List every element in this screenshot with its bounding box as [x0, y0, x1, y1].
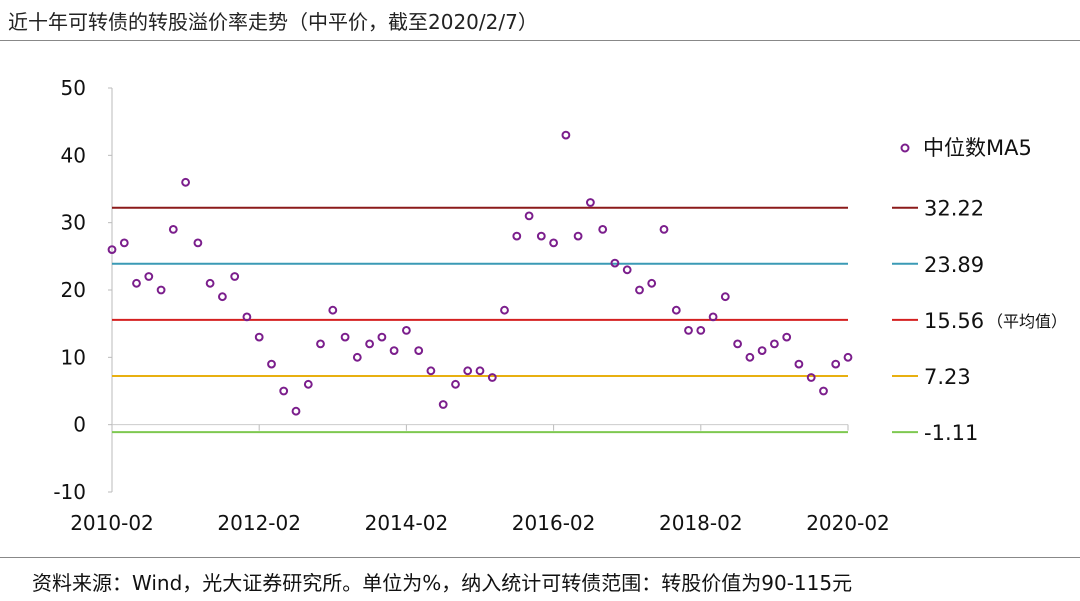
- data-point: [500, 305, 509, 315]
- data-point: [573, 231, 583, 241]
- data-point: [414, 346, 424, 356]
- y-axis: -10 0 10 20 30 40 50: [53, 76, 113, 504]
- data-point: [377, 332, 387, 342]
- data-point: [696, 326, 706, 335]
- y-tick-label: 40: [61, 143, 86, 167]
- data-point: [647, 278, 657, 288]
- data-point: [218, 292, 227, 302]
- data-point: [487, 373, 497, 382]
- data-point: [757, 346, 767, 356]
- data-point: [794, 359, 804, 369]
- reference-lines: [112, 206, 848, 434]
- data-point: [524, 211, 534, 221]
- data-point: [132, 278, 141, 288]
- legend-line-label: -1.11: [924, 421, 978, 445]
- data-point: [635, 285, 644, 295]
- x-tick-label: 2012-02: [217, 511, 301, 535]
- legend-line-label: 15.56: [924, 309, 984, 333]
- x-tick-label: 2014-02: [365, 511, 449, 535]
- data-point: [254, 332, 264, 342]
- data-point: [745, 352, 755, 362]
- x-axis: 2010-02 2012-02 2014-02 2016-02 2018-02 2020-…: [70, 424, 890, 535]
- data-point: [389, 346, 399, 356]
- data-point: [561, 130, 571, 140]
- footer-divider: [0, 557, 1080, 558]
- x-tick-label: 2016-02: [512, 511, 596, 535]
- data-point: [303, 379, 313, 389]
- chart-svg: -10 0 10 20 30 40 50 2010-02 2012-02 2014-02 2016…: [53, 76, 1067, 535]
- y-tick-label: 50: [61, 76, 86, 100]
- data-point: [365, 339, 375, 349]
- y-tick-label: 0: [73, 413, 86, 437]
- x-tick-label: 2010-02: [70, 511, 154, 535]
- data-point: [806, 373, 816, 382]
- data-point: [451, 379, 460, 389]
- data-point: [512, 231, 522, 241]
- data-point: [279, 386, 289, 396]
- data-point: [770, 339, 779, 349]
- y-tick-label: 20: [61, 278, 86, 302]
- data-point: [843, 352, 853, 362]
- data-point: [610, 258, 620, 268]
- data-point: [622, 265, 632, 275]
- chart-title: 近十年可转债的转股溢价率走势（中平价，截至2020/2/7）: [8, 10, 538, 34]
- data-point: [193, 238, 203, 248]
- data-point: [144, 272, 154, 281]
- data-point: [230, 272, 240, 281]
- data-point: [340, 332, 350, 342]
- data-point: [156, 285, 166, 295]
- data-point: [402, 326, 411, 335]
- data-point: [720, 292, 730, 302]
- x-tick-label: 2020-02: [806, 511, 890, 535]
- data-point: [819, 386, 828, 396]
- data-point: [536, 231, 546, 241]
- data-point: [475, 366, 485, 376]
- data-point: [782, 332, 792, 342]
- data-point: [328, 305, 338, 315]
- title-divider: [0, 40, 1080, 41]
- data-point: [438, 400, 448, 409]
- data-point: [708, 312, 718, 322]
- data-point: [463, 366, 473, 376]
- data-point: [671, 305, 681, 315]
- data-point: [205, 278, 215, 288]
- data-point: [181, 177, 191, 187]
- data-point: [733, 339, 742, 349]
- y-tick-label: 30: [61, 211, 86, 235]
- data-point: [316, 339, 325, 349]
- legend-line-label: 23.89: [924, 253, 984, 277]
- legend-marker-median-ma5: [900, 143, 910, 153]
- data-points: [107, 130, 853, 416]
- x-tick-label: 2018-02: [659, 511, 743, 535]
- data-point: [598, 225, 608, 234]
- data-point: [267, 359, 276, 369]
- data-point: [549, 238, 558, 248]
- data-point: [119, 238, 129, 248]
- data-point: [684, 326, 693, 335]
- source-note: 资料来源：Wind，光大证券研究所。单位为%，纳入统计可转债范围：转股价值为90…: [32, 571, 853, 595]
- legend-line-label: 32.22: [924, 197, 984, 221]
- legend-label-median-ma5: 中位数MA5: [923, 136, 1032, 160]
- data-point: [831, 359, 841, 369]
- data-point: [168, 225, 178, 234]
- legend: 中位数MA5 32.22 23.89 15.56 （平均值） 7.23 -1.11: [892, 136, 1067, 445]
- data-point: [659, 225, 669, 234]
- legend-line-label: 7.23: [924, 365, 971, 389]
- data-point: [107, 245, 117, 255]
- data-point: [586, 198, 595, 207]
- data-point: [242, 312, 252, 322]
- data-point: [426, 366, 436, 376]
- legend-line-note: （平均值）: [987, 312, 1067, 331]
- y-tick-label: 10: [61, 345, 86, 369]
- data-point: [291, 406, 301, 416]
- y-tick-label: -10: [53, 480, 86, 504]
- data-point: [352, 352, 362, 362]
